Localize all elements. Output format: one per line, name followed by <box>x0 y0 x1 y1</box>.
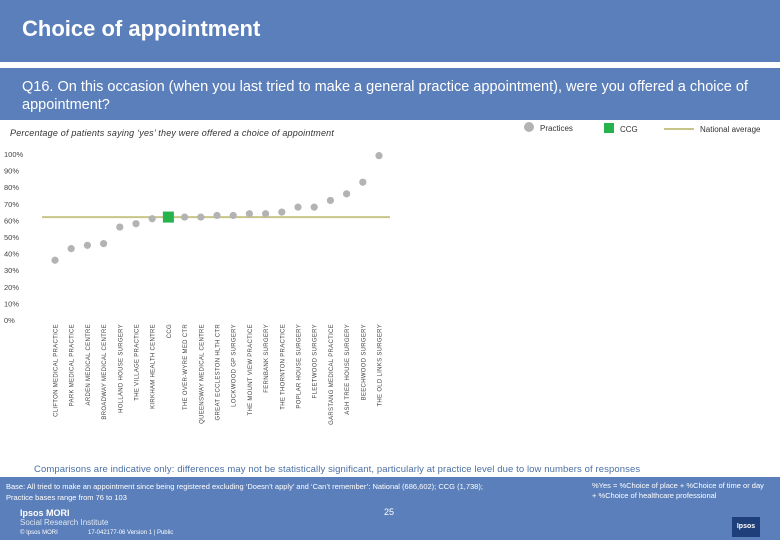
y-tick-label: 0% <box>4 316 15 325</box>
x-category-label: PARK MEDICAL PRACTICE <box>70 324 76 406</box>
practice-point <box>326 196 334 205</box>
y-tick-label: 30% <box>4 266 19 275</box>
y-tick-label: 100% <box>4 150 24 159</box>
practice-point <box>375 152 383 160</box>
legend-ccg: CCG <box>604 122 654 136</box>
practice-point <box>310 203 318 211</box>
x-category-label: BROADWAY MEDICAL CENTRE <box>102 324 108 420</box>
practice-point <box>181 213 189 221</box>
base-note-line1: Base: All tried to make an appointment s… <box>6 482 483 491</box>
x-category-label: BEECHWOOD SURGERY <box>361 324 367 400</box>
x-category-label: FLEETWOOD SURGERY <box>313 324 319 398</box>
measure-key-line2: + %Choice of healthcare professional <box>592 491 717 500</box>
ipsos-badge-logo: Ipsos <box>732 517 760 537</box>
chart-subtitle: Percentage of patients saying ‘yes’ they… <box>10 128 335 138</box>
measure-key: %Yes = %Choice of place + %Choice of tim… <box>592 481 778 501</box>
y-tick-label: 10% <box>4 299 19 308</box>
legend-national: National average <box>664 122 780 136</box>
y-tick-label: 90% <box>4 167 19 176</box>
practice-point <box>262 210 270 218</box>
legend-national-label: National average <box>700 125 761 134</box>
legend-practices-label: Practices <box>540 124 573 133</box>
x-category-label: FERNBANK SURGERY <box>264 324 270 393</box>
practice-point <box>67 245 75 253</box>
x-category-label: THE OLD LINKS SURGERY <box>378 324 384 407</box>
x-category-label: THE VILLAGE PRACTICE <box>135 324 141 401</box>
legend-practices: Practices <box>524 122 594 136</box>
y-tick-label: 40% <box>4 250 19 259</box>
choice-of-appointment-chart: 0% 10% 20% 30% 40% 50% 60% 70% 80% 90% 100% CLIFTON… <box>4 150 390 425</box>
x-category-label: QUEENSWAY MEDICAL CENTRE <box>199 324 205 424</box>
legend-practices-dot <box>524 122 534 132</box>
x-category-label: THE THORNTON PRACTICE <box>280 324 286 410</box>
footer-bar: Base: All tried to make an appointment s… <box>0 477 780 540</box>
practice-point <box>116 223 124 231</box>
y-tick-label: 80% <box>4 183 19 192</box>
sri-logo-text: Social Research Institute <box>20 518 109 527</box>
ccg-point <box>162 211 174 223</box>
practice-point <box>278 208 286 216</box>
practice-point <box>294 203 302 211</box>
legend-national-line <box>664 128 694 130</box>
practice-point <box>197 213 205 221</box>
x-category-label: THE MOUNT VIEW PRACTICE <box>248 324 254 415</box>
x-category-label: ASH TREE HOUSE SURGERY <box>345 324 351 415</box>
base-note-line2: Practice bases range from 76 to 103 <box>6 493 127 502</box>
x-category-label: GARSTANG MEDICAL PRACTICE <box>329 324 335 425</box>
page-number: 25 <box>384 507 395 517</box>
practice-point <box>245 210 253 218</box>
practice-point <box>343 190 351 198</box>
x-category-label: HOLLAND HOUSE SURGERY <box>118 324 124 413</box>
practice-point <box>213 211 221 220</box>
x-category-label: GREAT ECCLESTON HLTH CTR <box>216 324 222 421</box>
practice-point <box>100 240 108 248</box>
practice-point <box>148 215 156 223</box>
question-bar: Q16. On this occasion (when you last tri… <box>0 68 780 120</box>
page-title: Choice of appointment <box>22 16 261 41</box>
ipsos-mori-logo: Ipsos MORI <box>20 508 70 518</box>
comparison-note: Comparisons are indicative only: differe… <box>34 464 641 475</box>
practice-point <box>83 241 91 249</box>
legend-ccg-square <box>604 123 614 133</box>
y-tick-label: 70% <box>4 200 19 209</box>
x-category-label: ARDEN MEDICAL CENTRE <box>86 324 92 405</box>
practice-point <box>132 220 140 228</box>
practice-point <box>51 256 59 264</box>
x-category-label: CCG <box>167 324 173 338</box>
copyright: © Ipsos MORI <box>20 530 58 536</box>
y-tick-label: 60% <box>4 216 19 225</box>
x-category-label: POPLAR HOUSE SURGERY <box>297 324 303 409</box>
practice-point <box>229 211 237 220</box>
practice-point <box>359 178 367 186</box>
title-bar: Choice of appointment <box>0 0 780 62</box>
question-text: Q16. On this occasion (when you last tri… <box>22 79 748 113</box>
version-label: 17-042177-06 Version 1 | Public <box>88 530 174 536</box>
x-category-label: CLIFTON MEDICAL PRACTICE <box>54 324 60 417</box>
legend-ccg-label: CCG <box>620 125 638 134</box>
x-category-label: KIRKHAM HEALTH CENTRE <box>151 324 157 409</box>
x-category-label: LOCKWOOD GP SURGERY <box>232 324 238 407</box>
base-note: Base: All tried to make an appointment s… <box>6 481 546 503</box>
y-tick-label: 20% <box>4 283 19 292</box>
measure-key-line1: %Yes = %Choice of place + %Choice of tim… <box>592 481 764 490</box>
x-category-label: THE OVER-WYRE MED CTR <box>183 324 189 410</box>
y-tick-label: 50% <box>4 233 19 242</box>
